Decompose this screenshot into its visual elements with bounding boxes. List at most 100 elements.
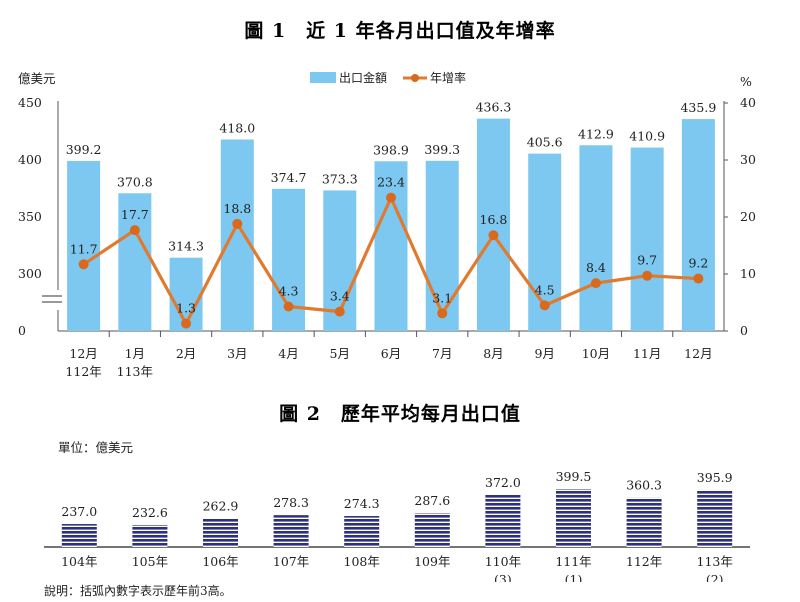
bar-value-label: 398.9	[373, 142, 409, 157]
growth-value-label: 8.4	[586, 260, 606, 275]
bar	[344, 516, 380, 547]
growth-marker	[488, 230, 499, 241]
growth-value-label: 11.7	[70, 241, 98, 256]
chart2-unit: 單位：億美元	[58, 440, 133, 455]
x-tick-label: 107年	[273, 554, 309, 569]
growth-marker	[129, 225, 140, 236]
right-tick-label: 10	[740, 266, 756, 281]
growth-value-label: 9.2	[688, 256, 708, 271]
chart1-title: 圖 1 近 1 年各月出口值及年增率	[244, 19, 555, 42]
bar	[556, 489, 591, 547]
bar-value-label: 435.9	[680, 100, 716, 115]
x-tick-label: 11月	[633, 346, 661, 361]
right-tick-label: 40	[740, 95, 756, 110]
growth-marker	[283, 301, 294, 312]
bar-value-label: 287.6	[414, 493, 450, 508]
x-tick-label: 10月	[582, 346, 610, 361]
x-tick-label: 112年	[626, 554, 662, 569]
bar	[118, 193, 152, 331]
bar	[425, 160, 459, 331]
x-tick-label: 106年	[202, 554, 238, 569]
x-tick-label: 111年	[555, 554, 591, 569]
x-tick-label: 12月	[684, 346, 712, 361]
bar-value-label: 370.8	[117, 174, 153, 189]
chart1-labels: 399.2 12月 112年 370.8 1月 113年 314.3 2月 418.0 3月 374…	[65, 100, 716, 379]
x-tick-label: 3月	[227, 346, 247, 361]
growth-value-label: 1.3	[176, 301, 196, 316]
right-axis-unit: %	[740, 74, 752, 89]
left-axis-unit: 億美元	[18, 71, 56, 86]
bar	[697, 489, 733, 547]
growth-marker	[693, 273, 704, 284]
legend-bar-swatch	[310, 72, 336, 83]
bar-value-label: 410.9	[629, 129, 665, 144]
x-tick-label: 8月	[483, 346, 503, 361]
bar-value-label: 274.3	[344, 496, 380, 511]
bar-value-label: 399.2	[66, 142, 102, 157]
x-tick-label: 113年	[117, 364, 153, 379]
growth-marker	[78, 259, 89, 270]
growth-marker	[334, 306, 345, 317]
bar	[630, 147, 664, 331]
chart-annual-average: 圖 2 歷年平均每月出口值 單位：億美元 237.0104年232.6105年2…	[44, 402, 750, 582]
bar-value-label: 262.9	[203, 498, 239, 513]
bar	[414, 513, 450, 547]
x-tick-label: 108年	[344, 554, 380, 569]
x-tick-label: 1月	[125, 346, 145, 361]
bar-value-label: 232.6	[132, 505, 168, 520]
x-tick-label: 104年	[61, 554, 97, 569]
x-tick-label: 9月	[534, 346, 554, 361]
growth-value-label: 16.8	[480, 212, 508, 227]
growth-marker	[642, 270, 653, 281]
bar	[67, 160, 101, 331]
legend: 出口金額 年增率	[310, 70, 466, 85]
bar-value-label: 399.3	[424, 142, 460, 157]
right-tick-label: 0	[740, 323, 748, 338]
bar-value-label: 374.7	[271, 170, 307, 185]
bar	[374, 161, 408, 331]
x-tick-label: 4月	[278, 346, 298, 361]
growth-value-label: 17.7	[121, 207, 149, 222]
growth-marker	[539, 300, 550, 311]
bar-value-label: 405.6	[527, 135, 563, 150]
left-tick-label: 400	[18, 152, 42, 167]
growth-value-label: 23.4	[377, 175, 405, 190]
legend-bar-label: 出口金額	[339, 70, 387, 85]
x-tick-label: 105年	[132, 554, 168, 569]
legend-line-label: 年增率	[430, 70, 466, 85]
bar	[132, 524, 168, 547]
x-tick-label: (1)	[565, 572, 583, 582]
x-tick-label: 12月	[69, 346, 97, 361]
bar-value-label: 372.0	[485, 475, 521, 490]
bar	[485, 495, 521, 547]
left-tick-label: 0	[18, 323, 26, 338]
growth-value-label: 3.1	[432, 290, 452, 305]
growth-marker	[437, 308, 448, 319]
x-tick-label: 112年	[65, 364, 101, 379]
x-tick-label: (2)	[706, 572, 724, 582]
legend-line-marker	[411, 74, 419, 82]
bar-value-label: 395.9	[697, 470, 733, 485]
right-tick-label: 20	[740, 209, 756, 224]
chart2-title: 圖 2 歷年平均每月出口值	[279, 402, 521, 425]
chart2-bars	[44, 489, 750, 548]
left-tick-label: 350	[18, 209, 42, 224]
x-tick-label: 6月	[381, 346, 401, 361]
bar-value-label: 399.5	[556, 469, 592, 484]
x-tick-label: 7月	[432, 346, 452, 361]
bar-value-label: 418.0	[219, 120, 255, 135]
right-tick-label: 30	[740, 152, 756, 167]
x-tick-label: 2月	[176, 346, 196, 361]
growth-value-label: 18.8	[223, 201, 251, 216]
growth-marker	[181, 318, 192, 329]
chart-monthly-exports: 圖 1 近 1 年各月出口值及年增率 億美元 % 出口金額 年增率 450400…	[18, 19, 756, 379]
left-tick-label: 300	[18, 266, 42, 281]
x-tick-label: (3)	[494, 572, 512, 582]
bar	[61, 524, 97, 547]
footnote: 說明：括弧內數字表示歷年前3高。	[44, 584, 232, 598]
bar	[626, 497, 662, 547]
growth-marker	[590, 278, 601, 289]
bar-value-label: 360.3	[626, 478, 662, 493]
x-tick-label: 110年	[485, 554, 521, 569]
bar-value-label: 314.3	[168, 239, 204, 254]
